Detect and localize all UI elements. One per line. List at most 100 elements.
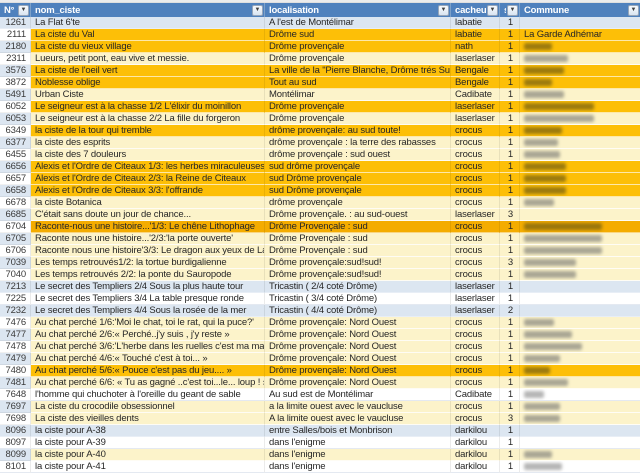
cell-numero[interactable]: 6053	[0, 113, 31, 125]
cell-nom-ciste[interactable]: Alexis et l'Ordre de Citeaux 1/3: les he…	[31, 161, 265, 173]
cell-sta[interactable]: 1	[500, 161, 520, 173]
cell-nom-ciste[interactable]: C'était sans doute un jour de chance...	[31, 209, 265, 221]
cell-sta[interactable]: 1	[500, 149, 520, 161]
cell-commune[interactable]	[520, 149, 640, 161]
cell-cacheur[interactable]: crocus	[451, 161, 500, 173]
cell-cacheur[interactable]: Bengale	[451, 65, 500, 77]
cell-localisation[interactable]: sud drôme provençale	[265, 161, 451, 173]
cell-localisation[interactable]: La ville de la "Pierre Blanche, Drôme tr…	[265, 65, 451, 77]
cell-cacheur[interactable]: laserlaser	[451, 53, 500, 65]
filter-dropdown-icon[interactable]: ▼	[487, 4, 498, 16]
cell-numero[interactable]: 2180	[0, 41, 31, 53]
cell-commune[interactable]	[520, 161, 640, 173]
cell-commune[interactable]	[520, 197, 640, 209]
cell-commune[interactable]	[520, 17, 640, 29]
cell-numero[interactable]: 1261	[0, 17, 31, 29]
cell-localisation[interactable]: a la limite ouest avec le vaucluse	[265, 401, 451, 413]
cell-numero[interactable]: 6656	[0, 161, 31, 173]
cell-sta[interactable]: 1	[500, 233, 520, 245]
cell-localisation[interactable]: Drôme provençale: Nord Ouest	[265, 365, 451, 377]
cell-cacheur[interactable]: laserlaser	[451, 101, 500, 113]
cell-sta[interactable]: 1	[500, 113, 520, 125]
cell-numero[interactable]: 6349	[0, 125, 31, 137]
cell-sta[interactable]: 1	[500, 425, 520, 437]
cell-nom-ciste[interactable]: la ciste pour A-40	[31, 449, 265, 461]
cell-numero[interactable]: 7040	[0, 269, 31, 281]
cell-cacheur[interactable]: Cadibate	[451, 389, 500, 401]
cell-cacheur[interactable]: labatie	[451, 17, 500, 29]
filter-dropdown-icon[interactable]: ▼	[507, 4, 518, 16]
cell-nom-ciste[interactable]: Le seigneur est à la chasse 2/2 La fille…	[31, 113, 265, 125]
cell-nom-ciste[interactable]: Raconte nous une histoire...'2/3:'la por…	[31, 233, 265, 245]
cell-cacheur[interactable]: crocus	[451, 257, 500, 269]
cell-numero[interactable]: 6685	[0, 209, 31, 221]
cell-cacheur[interactable]: crocus	[451, 149, 500, 161]
cell-commune[interactable]	[520, 101, 640, 113]
cell-commune[interactable]	[520, 305, 640, 317]
cell-commune[interactable]	[520, 257, 640, 269]
cell-localisation[interactable]: Au sud est de Montélimar	[265, 389, 451, 401]
cell-nom-ciste[interactable]: Au chat perché 1/6:'Moi le chat, toi le …	[31, 317, 265, 329]
cell-localisation[interactable]: sud Drôme provençale	[265, 185, 451, 197]
cell-cacheur[interactable]: crocus	[451, 125, 500, 137]
cell-sta[interactable]: 1	[500, 173, 520, 185]
cell-numero[interactable]: 2111	[0, 29, 31, 41]
header-cell-commune[interactable]: Commune ▼	[520, 3, 640, 17]
cell-sta[interactable]: 1	[500, 17, 520, 29]
cell-cacheur[interactable]: nath	[451, 41, 500, 53]
cell-sta[interactable]: 1	[500, 293, 520, 305]
cell-localisation[interactable]: Drôme provençale	[265, 41, 451, 53]
cell-localisation[interactable]: Drôme provençale. : au sud-ouest	[265, 209, 451, 221]
cell-localisation[interactable]: Drôme Provençale : sud	[265, 221, 451, 233]
cell-nom-ciste[interactable]: La ciste du crocodile obsessionnel	[31, 401, 265, 413]
cell-sta[interactable]: 1	[500, 125, 520, 137]
cell-nom-ciste[interactable]: Raconte nous une histoire'3/3: Le dragon…	[31, 245, 265, 257]
cell-localisation[interactable]: Tricastin ( 4/4 coté Drôme)	[265, 305, 451, 317]
cell-sta[interactable]: 1	[500, 341, 520, 353]
cell-numero[interactable]: 8097	[0, 437, 31, 449]
cell-cacheur[interactable]: Bengale	[451, 77, 500, 89]
cell-localisation[interactable]: Tricastin ( 3/4 coté Drôme)	[265, 293, 451, 305]
cell-localisation[interactable]: Tout au sud	[265, 77, 451, 89]
cell-nom-ciste[interactable]: Au chat perché 3/6:'L'herbe dans les rue…	[31, 341, 265, 353]
cell-numero[interactable]: 6678	[0, 197, 31, 209]
cell-commune[interactable]	[520, 137, 640, 149]
cell-localisation[interactable]: A la limite ouest avec le vaucluse	[265, 413, 451, 425]
header-cell-sta[interactable]: sta ▼	[500, 3, 520, 17]
header-cell-nom-ciste[interactable]: nom_ciste ▼	[31, 3, 265, 17]
cell-localisation[interactable]: Drôme Provençale : sud	[265, 233, 451, 245]
cell-sta[interactable]: 1	[500, 317, 520, 329]
cell-commune[interactable]	[520, 425, 640, 437]
cell-sta[interactable]: 1	[500, 29, 520, 41]
cell-commune[interactable]	[520, 89, 640, 101]
cell-numero[interactable]: 7648	[0, 389, 31, 401]
cell-nom-ciste[interactable]: l'homme qui chuchoter à l'oreille du gea…	[31, 389, 265, 401]
cell-localisation[interactable]: Drôme provençale: Nord Ouest	[265, 353, 451, 365]
cell-numero[interactable]: 3576	[0, 65, 31, 77]
cell-localisation[interactable]: Drôme provençale: Nord Ouest	[265, 317, 451, 329]
cell-commune[interactable]	[520, 293, 640, 305]
cell-nom-ciste[interactable]: la ciste pour A-39	[31, 437, 265, 449]
cell-nom-ciste[interactable]: Le seigneur est à la chasse 1/2 L'élixir…	[31, 101, 265, 113]
cell-commune[interactable]	[520, 449, 640, 461]
cell-numero[interactable]: 7232	[0, 305, 31, 317]
cell-cacheur[interactable]: crocus	[451, 185, 500, 197]
header-cell-localisation[interactable]: localisation ▼	[265, 3, 451, 17]
cell-localisation[interactable]: dans l'enigme	[265, 437, 451, 449]
cell-numero[interactable]: 6657	[0, 173, 31, 185]
cell-localisation[interactable]: Drôme provençale: Nord Ouest	[265, 329, 451, 341]
cell-localisation[interactable]: Montélimar	[265, 89, 451, 101]
cell-commune[interactable]: La Garde Adhémar	[520, 29, 640, 41]
cell-sta[interactable]: 1	[500, 137, 520, 149]
cell-cacheur[interactable]: darkilou	[451, 437, 500, 449]
cell-sta[interactable]: 1	[500, 365, 520, 377]
cell-sta[interactable]: 3	[500, 413, 520, 425]
cell-nom-ciste[interactable]: La ciste du Val	[31, 29, 265, 41]
cell-commune[interactable]	[520, 173, 640, 185]
cell-numero[interactable]: 6377	[0, 137, 31, 149]
cell-sta[interactable]: 1	[500, 245, 520, 257]
cell-commune[interactable]	[520, 65, 640, 77]
cell-localisation[interactable]: A l'est de Montélimar	[265, 17, 451, 29]
cell-cacheur[interactable]: crocus	[451, 233, 500, 245]
cell-cacheur[interactable]: crocus	[451, 173, 500, 185]
